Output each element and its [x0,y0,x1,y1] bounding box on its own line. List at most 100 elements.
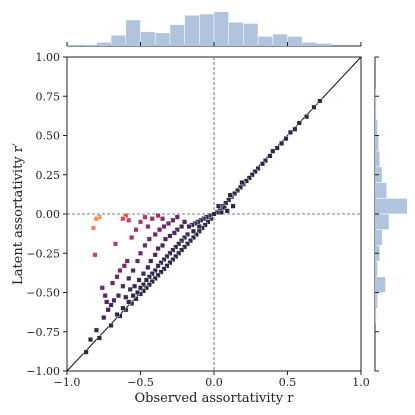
data-point [157,227,163,233]
data-point [140,271,146,277]
data-point [137,250,143,256]
data-point [173,253,179,259]
data-point [140,282,146,288]
data-point [102,293,108,299]
data-point [123,213,129,219]
x-tick-label: 1.0 [352,376,370,389]
data-point [211,211,217,217]
data-point [113,241,119,247]
x-axis-title: Observed assortativity r [135,391,295,406]
data-point [279,140,285,146]
data-point [292,126,298,132]
y-tick-label: 0.50 [36,130,61,143]
top-hist-bar [258,36,273,46]
data-point [170,247,176,253]
data-point [93,327,99,333]
data-point [185,241,191,247]
data-point [267,153,273,159]
data-point [202,222,208,228]
top-hist-bar [82,44,97,46]
data-point [262,158,268,164]
right-hist-bar [375,104,377,120]
top-hist-bar [273,34,288,46]
top-hist-bar [302,42,317,46]
right-hist-bar [375,261,378,277]
data-point [120,283,126,289]
right-hist-bar [375,182,387,198]
data-point [174,214,180,220]
y-tick-label: 0.00 [36,208,61,221]
x-axis: −1.0 −0.5 0.0 0.5 1.0 [54,371,370,389]
data-point [152,275,158,281]
data-point [143,285,149,291]
data-point [99,285,105,291]
data-point [167,233,173,239]
data-point [161,266,167,272]
data-point [155,213,161,219]
y-axis-title: Latent assortativity r′ [11,143,26,285]
data-point [227,192,233,198]
right-hist-bar [375,120,378,136]
data-point [182,235,188,241]
top-hist-bar [214,12,229,46]
top-hist-bar [199,14,214,46]
data-point [239,180,245,186]
x-tick-label: 0.5 [279,376,297,389]
data-point [136,277,142,283]
data-point [142,214,148,220]
data-point [121,263,127,269]
data-point [120,216,126,222]
data-point [155,272,161,278]
data-point [132,283,138,289]
data-point [142,242,148,248]
data-point [224,208,230,214]
data-point [218,209,224,215]
data-point [170,217,176,223]
right-hist-bar [375,292,378,308]
data-point [270,148,276,154]
data-point [260,161,266,167]
data-point [274,145,280,151]
data-point [167,250,173,256]
y-tick-label: −0.50 [26,287,60,300]
y-axis: −1.00 −0.75 −0.50 −0.25 0.00 0.25 0.50 0.75 1.00 [26,51,67,378]
data-point [162,236,168,242]
data-point [130,293,136,299]
data-point [152,268,158,274]
data-point [101,315,107,321]
data-point [187,238,193,244]
top-hist-bar [229,22,244,46]
data-point [90,225,96,231]
data-point [176,250,182,256]
data-point [115,293,121,299]
data-point [186,224,192,230]
data-point [126,275,132,281]
y-tick-label: 0.25 [36,169,61,182]
x-tick-label: 0.0 [205,376,223,389]
right-hist-bar [375,308,377,324]
right-hist-bar [375,277,386,293]
top-hist-bar [140,31,155,46]
data-point [190,228,196,234]
data-point [160,242,166,248]
data-point [179,247,185,253]
data-point [164,253,170,259]
right-hist-bar [375,230,382,246]
data-point [133,296,139,302]
y-tick-label: 0.75 [36,90,61,103]
data-point [93,216,99,222]
data-point [164,263,170,269]
data-point [182,244,188,250]
data-point [317,98,323,104]
right-hist-bar [375,214,389,230]
top-hist-bar [170,24,185,46]
right-hist-bar [375,135,379,151]
data-point [120,305,126,311]
data-point [193,231,199,237]
data-point [149,216,155,222]
data-point [158,269,164,275]
data-point [114,311,120,317]
data-point [158,260,164,266]
data-point [252,169,258,175]
